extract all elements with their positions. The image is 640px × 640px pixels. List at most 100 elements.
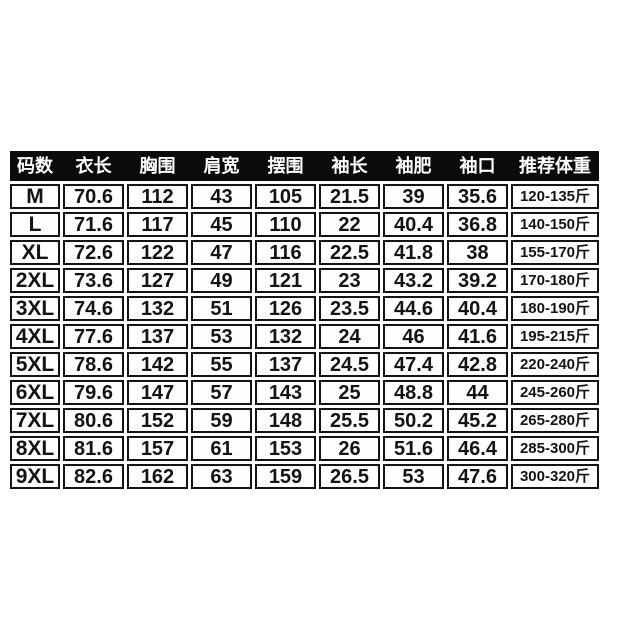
value-cell: 46.4 [447,436,508,461]
value-cell: 159 [255,464,316,489]
weight-cell: 195-215斤 [511,324,599,349]
value-cell: 116 [255,240,316,265]
value-cell: 110 [255,212,316,237]
value-cell: 26 [319,436,380,461]
value-cell: 112 [127,184,188,209]
value-cell: 41.8 [383,240,444,265]
value-cell: 51.6 [383,436,444,461]
value-cell: 39 [383,184,444,209]
value-cell: 57 [191,380,252,405]
value-cell: 45 [191,212,252,237]
weight-cell: 170-180斤 [511,268,599,293]
value-cell: 137 [127,324,188,349]
value-cell: 40.4 [447,296,508,321]
value-cell: 157 [127,436,188,461]
size-cell: 2XL [10,268,60,293]
size-table-body: M 70.6 112 43 105 21.5 39 35.6 120-135斤 L 71.6 117 4… [10,184,599,489]
weight-cell: 265-280斤 [511,408,599,433]
value-cell: 43 [191,184,252,209]
table-row: 8XL 81.6 157 61 153 26 51.6 46.4 285-300斤 [10,436,599,461]
value-cell: 71.6 [63,212,124,237]
value-cell: 25 [319,380,380,405]
value-cell: 23 [319,268,380,293]
value-cell: 44.6 [383,296,444,321]
size-cell: 6XL [10,380,60,405]
size-table-header: 码数 衣长 胸围 肩宽 摆围 袖长 袖肥 袖口 推荐体重 [10,151,599,181]
value-cell: 63 [191,464,252,489]
value-cell: 49 [191,268,252,293]
table-row: 6XL 79.6 147 57 143 25 48.8 44 245-260斤 [10,380,599,405]
value-cell: 42.8 [447,352,508,377]
size-cell: 5XL [10,352,60,377]
weight-cell: 120-135斤 [511,184,599,209]
value-cell: 70.6 [63,184,124,209]
value-cell: 153 [255,436,316,461]
table-row: L 71.6 117 45 110 22 40.4 36.8 140-150斤 [10,212,599,237]
size-cell: M [10,184,60,209]
column-header-weight: 推荐体重 [519,156,591,176]
size-cell: 4XL [10,324,60,349]
column-header-sleeve-width: 袖肥 [395,156,432,176]
value-cell: 36.8 [447,212,508,237]
weight-cell: 180-190斤 [511,296,599,321]
value-cell: 45.2 [447,408,508,433]
value-cell: 59 [191,408,252,433]
weight-cell: 155-170斤 [511,240,599,265]
value-cell: 47.4 [383,352,444,377]
value-cell: 61 [191,436,252,461]
value-cell: 48.8 [383,380,444,405]
table-row: 3XL 74.6 132 51 126 23.5 44.6 40.4 180-190斤 [10,296,599,321]
size-cell: 9XL [10,464,60,489]
size-table: 码数 衣长 胸围 肩宽 摆围 袖长 袖肥 袖口 推荐体重 M 70.6 112 43 1… [10,151,599,489]
value-cell: 81.6 [63,436,124,461]
size-cell: 8XL [10,436,60,461]
value-cell: 162 [127,464,188,489]
value-cell: 77.6 [63,324,124,349]
size-cell: 7XL [10,408,60,433]
weight-cell: 300-320斤 [511,464,599,489]
value-cell: 105 [255,184,316,209]
column-header-size: 码数 [17,156,53,176]
value-cell: 39.2 [447,268,508,293]
table-row: M 70.6 112 43 105 21.5 39 35.6 120-135斤 [10,184,599,209]
value-cell: 47 [191,240,252,265]
size-cell: 3XL [10,296,60,321]
value-cell: 22.5 [319,240,380,265]
value-cell: 24 [319,324,380,349]
value-cell: 51 [191,296,252,321]
value-cell: 148 [255,408,316,433]
value-cell: 78.6 [63,352,124,377]
value-cell: 50.2 [383,408,444,433]
value-cell: 82.6 [63,464,124,489]
column-header-chest: 胸围 [139,156,176,176]
value-cell: 41.6 [447,324,508,349]
weight-cell: 285-300斤 [511,436,599,461]
column-header-hem: 摆围 [267,156,304,176]
table-row: 7XL 80.6 152 59 148 25.5 50.2 45.2 265-280斤 [10,408,599,433]
value-cell: 127 [127,268,188,293]
weight-cell: 245-260斤 [511,380,599,405]
table-row: 2XL 73.6 127 49 121 23 43.2 39.2 170-180斤 [10,268,599,293]
value-cell: 24.5 [319,352,380,377]
value-cell: 132 [127,296,188,321]
value-cell: 121 [255,268,316,293]
table-row: 4XL 77.6 137 53 132 24 46 41.6 195-215斤 [10,324,599,349]
value-cell: 38 [447,240,508,265]
value-cell: 122 [127,240,188,265]
value-cell: 137 [255,352,316,377]
size-cell: L [10,212,60,237]
value-cell: 142 [127,352,188,377]
value-cell: 22 [319,212,380,237]
value-cell: 53 [383,464,444,489]
table-row: 5XL 78.6 142 55 137 24.5 47.4 42.8 220-240斤 [10,352,599,377]
value-cell: 25.5 [319,408,380,433]
value-cell: 126 [255,296,316,321]
value-cell: 44 [447,380,508,405]
value-cell: 132 [255,324,316,349]
size-cell: XL [10,240,60,265]
column-header-length: 衣长 [75,156,112,176]
value-cell: 35.6 [447,184,508,209]
value-cell: 55 [191,352,252,377]
value-cell: 143 [255,380,316,405]
value-cell: 40.4 [383,212,444,237]
